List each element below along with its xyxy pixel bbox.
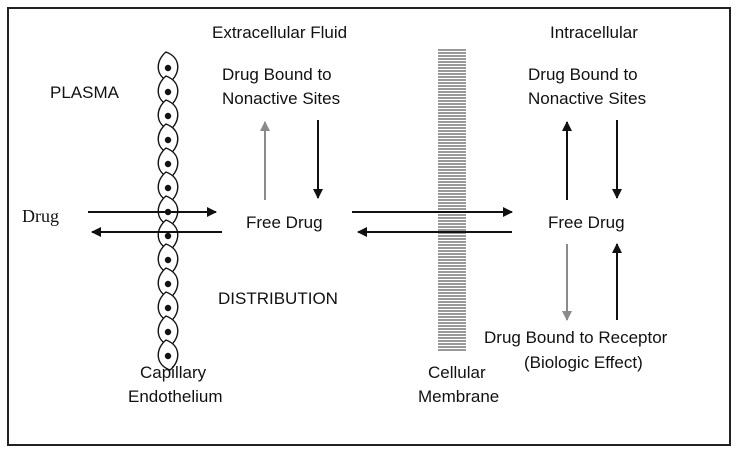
extracellular-fluid-label: Extracellular Fluid [212, 23, 347, 42]
cell-nucleus [164, 256, 172, 264]
cell-nucleus [164, 328, 172, 336]
receptor-label-line1: Drug Bound to Receptor [484, 328, 668, 347]
ecf-bound-label-line1: Drug Bound to [222, 65, 332, 84]
plasma-label: PLASMA [50, 83, 120, 102]
cell-nucleus [164, 280, 172, 288]
distribution-label: DISTRIBUTION [218, 289, 338, 308]
icf-free-drug-label: Free Drug [548, 213, 625, 232]
cell-nucleus [164, 160, 172, 168]
intracellular-label: Intracellular [550, 23, 638, 42]
receptor-label-line2: (Biologic Effect) [524, 353, 643, 372]
icf-bound-label-line2: Nonactive Sites [528, 89, 646, 108]
capillary-label-line1: Capillary [140, 363, 207, 382]
membrane-label-line1: Cellular [428, 363, 486, 382]
icf-bound-label-line1: Drug Bound to [528, 65, 638, 84]
cell-nucleus [164, 136, 172, 144]
cell-nucleus [164, 88, 172, 96]
cell-nucleus [164, 112, 172, 120]
drug-label: Drug [22, 206, 59, 226]
membrane-label-line2: Membrane [418, 387, 499, 406]
ecf-free-drug-label: Free Drug [246, 213, 323, 232]
capillary-endothelium-cells [157, 51, 179, 371]
cell-nucleus [164, 184, 172, 192]
cell-nucleus [164, 352, 172, 360]
cell-nucleus [164, 64, 172, 72]
diagram-border [7, 7, 731, 446]
cell-nucleus [164, 304, 172, 312]
ecf-bound-label-line2: Nonactive Sites [222, 89, 340, 108]
cell-nucleus [164, 232, 172, 240]
cellular-membrane [438, 49, 466, 351]
capillary-label-line2: Endothelium [128, 387, 223, 406]
